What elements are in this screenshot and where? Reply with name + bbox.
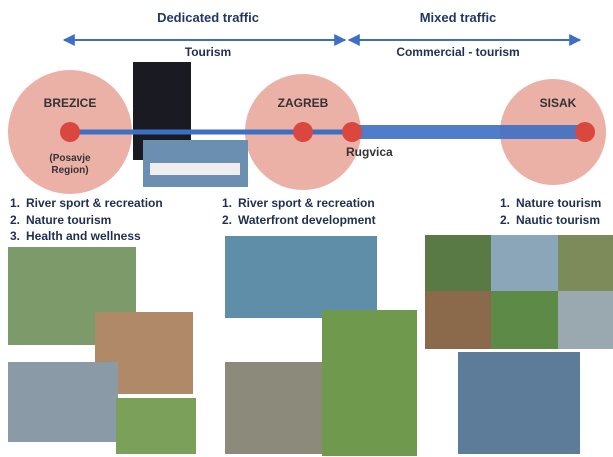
route xyxy=(352,125,585,139)
list-number: 1. xyxy=(500,196,516,210)
node-label: SISAK xyxy=(540,96,577,110)
node-label: ZAGREB xyxy=(278,96,329,110)
list-text: River sport & recreation xyxy=(26,196,163,210)
list-number: 2. xyxy=(222,213,238,227)
node-label: Rugvica xyxy=(346,145,393,159)
header-sub: Tourism xyxy=(185,45,231,59)
list-item: 2.Nature tourism xyxy=(10,213,111,227)
list-text: Waterfront development xyxy=(238,213,376,227)
node-dot xyxy=(342,122,362,142)
list-text: Nature tourism xyxy=(26,213,111,227)
photos xyxy=(8,235,613,456)
list-number: 2. xyxy=(500,213,516,227)
list-text: Health and wellness xyxy=(26,229,141,243)
header-sub: Commercial - tourism xyxy=(396,45,519,59)
list-text: Nautic tourism xyxy=(516,213,600,227)
list-number: 3. xyxy=(10,229,26,243)
list-text: Nature tourism xyxy=(516,196,601,210)
list-text: River sport & recreation xyxy=(238,196,375,210)
list-number: 1. xyxy=(222,196,238,210)
photo-detail xyxy=(150,163,240,175)
list-item: 1.River sport & recreation xyxy=(10,196,163,210)
node-dot xyxy=(293,122,313,142)
list-item: 1.River sport & recreation xyxy=(222,196,375,210)
list-item: 1.Nature tourism xyxy=(500,196,601,210)
list-item: 2.Nautic tourism xyxy=(500,213,600,227)
header-title: Mixed traffic xyxy=(420,10,497,25)
list-number: 1. xyxy=(10,196,26,210)
list-number: 2. xyxy=(10,213,26,227)
node-dot xyxy=(575,122,595,142)
node-dot xyxy=(60,122,80,142)
header-title: Dedicated traffic xyxy=(157,10,259,25)
list-item: 3.Health and wellness xyxy=(10,229,141,243)
diagram: Dedicated traffic Mixed traffic Tourism … xyxy=(0,0,613,457)
list-item: 2.Waterfront development xyxy=(222,213,376,227)
node-label: BREZICE xyxy=(44,96,97,110)
node-sub: (Posavje Region) xyxy=(40,153,100,177)
